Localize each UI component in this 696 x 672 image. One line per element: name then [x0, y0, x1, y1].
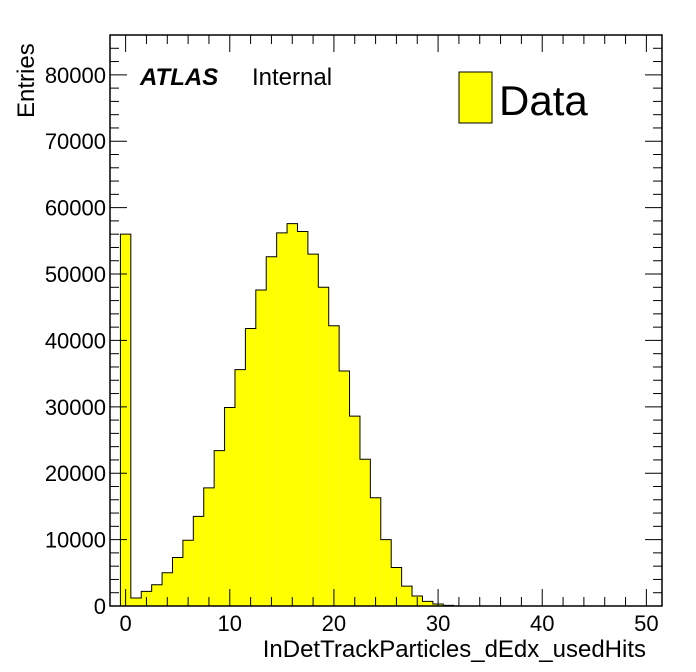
- histogram-bar: [162, 572, 173, 606]
- y-tick-label: 80000: [45, 63, 106, 88]
- y-tick-label: 20000: [45, 461, 106, 486]
- atlas-status-label: Internal: [252, 64, 332, 91]
- histogram-bar: [380, 539, 392, 606]
- histogram-bar: [182, 540, 194, 606]
- histogram-bar: [172, 557, 183, 606]
- histogram-bar: [193, 516, 204, 606]
- x-tick-label: 10: [218, 611, 242, 636]
- x-tick-label: 20: [322, 611, 346, 636]
- y-tick-label: 10000: [45, 528, 106, 553]
- y-tick-label: 30000: [45, 395, 106, 420]
- histogram-bar: [318, 287, 329, 606]
- histogram-bar: [214, 450, 225, 606]
- x-tick-label: 40: [530, 611, 554, 636]
- x-axis-title: InDetTrackParticles_dEdx_usedHits: [263, 636, 646, 663]
- legend-swatch: [458, 71, 493, 124]
- histogram-bar: [234, 369, 246, 606]
- histogram-bar: [255, 289, 267, 606]
- histogram-bar: [307, 254, 319, 606]
- histogram-bar: [287, 223, 298, 606]
- y-tick-label: 50000: [45, 262, 106, 287]
- histogram-bar: [203, 487, 215, 606]
- histogram-bar: [422, 601, 433, 606]
- y-tick-label: 60000: [45, 196, 106, 221]
- x-tick-label: 0: [119, 611, 131, 636]
- histogram-bar: [266, 256, 277, 606]
- histogram-bar: [276, 232, 288, 606]
- y-axis-title: Entries: [13, 43, 40, 118]
- histogram-bar: [401, 586, 413, 606]
- histogram-bar: [391, 567, 402, 606]
- legend-label: Data: [499, 77, 588, 124]
- histogram-bar: [224, 407, 235, 606]
- histogram-bar: [151, 584, 163, 606]
- histogram-bar: [297, 231, 308, 607]
- histogram-bar: [328, 325, 340, 606]
- histogram-bars: [119, 223, 652, 607]
- y-tick-label: 0: [94, 594, 106, 619]
- x-tick-label: 50: [634, 611, 658, 636]
- tick-labels: 0 10 20 30 40 50 0 10000 20000 30000 40000 50000 600…: [45, 63, 659, 636]
- axis-ticks: [110, 34, 662, 607]
- atlas-label: ATLAS: [139, 64, 218, 91]
- y-tick-label: 70000: [45, 129, 106, 154]
- plot-frame: [109, 34, 663, 607]
- histogram-bar: [370, 497, 381, 606]
- histogram-bar: [339, 370, 350, 606]
- histogram-bar: [349, 416, 360, 606]
- x-tick-label: 30: [426, 611, 450, 636]
- histogram-bar: [245, 328, 256, 606]
- histogram-bar: [359, 459, 371, 606]
- histogram-bar: [120, 234, 131, 607]
- histogram-bar: [130, 598, 142, 606]
- y-tick-label: 40000: [45, 328, 106, 353]
